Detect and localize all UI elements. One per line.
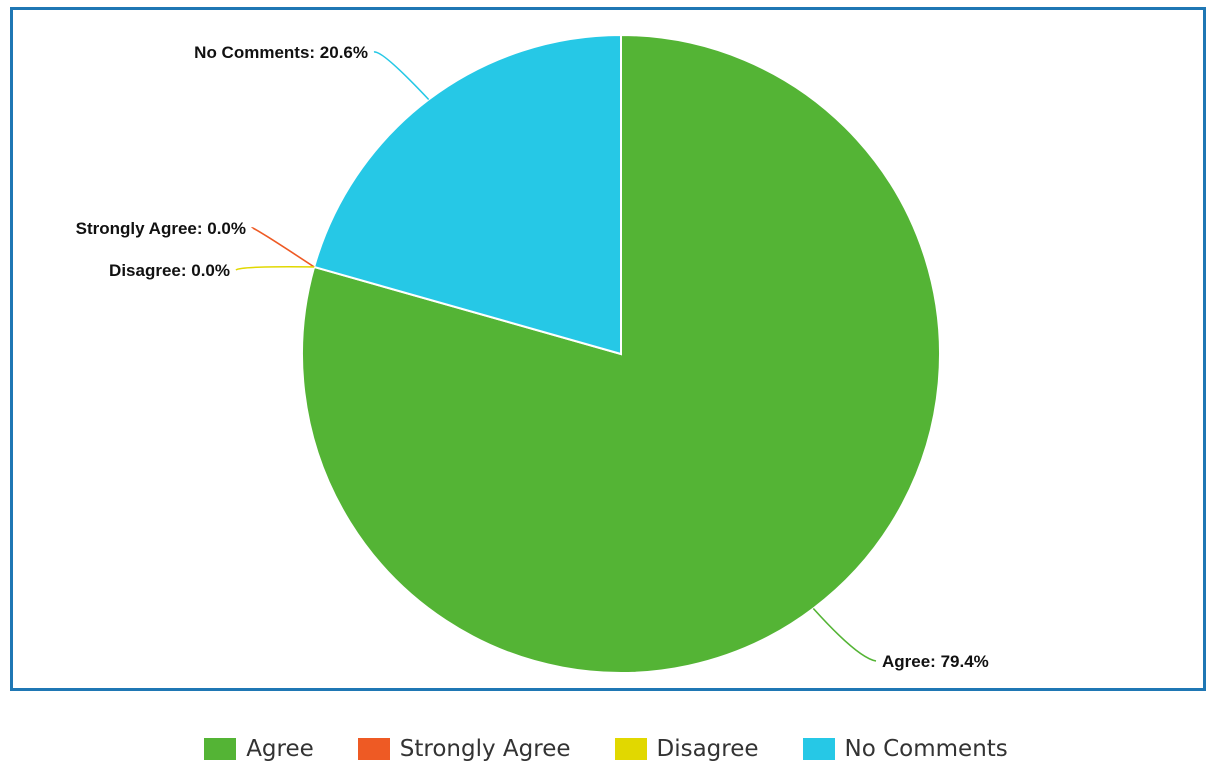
legend-item-strongly-agree[interactable]: Strongly Agree: [357, 736, 571, 762]
slice-label-disagree: Disagree: 0.0%: [109, 261, 230, 280]
leader-line-agree: [812, 607, 877, 662]
pie-slice-agree[interactable]: [301, 33, 941, 674]
legend: Agree Strongly Agree Disagree No Comment…: [0, 736, 1212, 762]
legend-swatch-strongly-agree: [357, 738, 390, 760]
legend-item-no-comments[interactable]: No Comments: [802, 736, 1008, 762]
slice-label-strongly-agree: Strongly Agree: 0.0%: [76, 219, 246, 238]
legend-swatch-disagree: [614, 738, 647, 760]
legend-label-strongly-agree: Strongly Agree: [399, 736, 571, 762]
legend-item-agree[interactable]: Agree: [204, 736, 314, 762]
legend-item-disagree[interactable]: Disagree: [614, 736, 759, 762]
leader-line-disagree: [235, 265, 315, 271]
legend-swatch-agree: [204, 738, 237, 760]
legend-swatch-no-comments: [802, 738, 835, 760]
slice-label-no-comments: No Comments: 20.6%: [194, 43, 368, 62]
leader-line-strongly-agree: [251, 227, 315, 268]
legend-label-disagree: Disagree: [656, 736, 759, 762]
slice-label-agree: Agree: 79.4%: [882, 652, 989, 671]
legend-label-no-comments: No Comments: [844, 736, 1008, 762]
leader-line-no-comments: [373, 51, 430, 101]
legend-label-agree: Agree: [246, 736, 314, 762]
